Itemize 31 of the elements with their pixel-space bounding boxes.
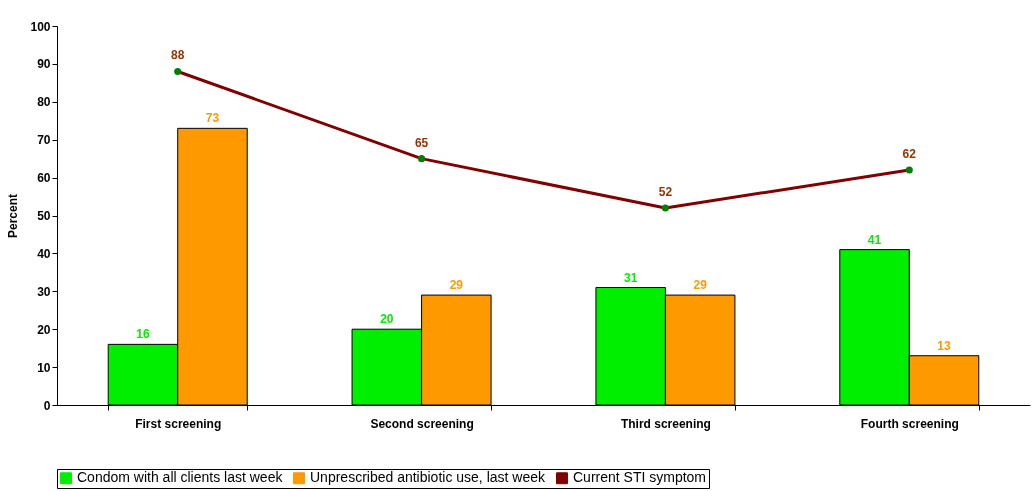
y-tick-label: 80 [37, 95, 51, 110]
y-axis-title: Percent [6, 193, 21, 239]
data-label: 41 [867, 232, 882, 247]
data-label: 29 [693, 278, 708, 293]
legend-label: Current STI symptom [573, 469, 707, 486]
y-tick-label: 90 [37, 57, 51, 72]
data-label: 31 [624, 270, 638, 285]
x-tick-label: Fourth screening [860, 416, 959, 431]
x-tick-label: Third screening [620, 416, 711, 431]
x-tick-label: Second screening [370, 416, 474, 431]
y-tick-label: 40 [37, 246, 51, 261]
data-label: 62 [902, 147, 917, 162]
data-label: 20 [380, 312, 394, 327]
y-tick-label: 20 [37, 322, 51, 337]
y-tick-label: 50 [37, 209, 51, 223]
y-tick-label: 0 [43, 398, 51, 413]
data-label: 73 [205, 111, 220, 126]
data-label: 29 [449, 278, 464, 293]
y-tick-label: 30 [37, 284, 51, 299]
legend-label: Condom with all clients last week [77, 469, 284, 486]
y-tick-label: 70 [37, 133, 51, 148]
data-label: 13 [937, 338, 952, 353]
y-tick-label: 100 [30, 19, 51, 34]
data-label: 88 [171, 48, 185, 63]
legend-label: Unprescribed antibiotic use, last week [310, 469, 547, 486]
y-tick-label: 10 [37, 360, 51, 375]
y-tick-label: 60 [37, 171, 51, 186]
data-label: 52 [658, 184, 673, 199]
data-label: 16 [136, 327, 150, 342]
data-label: 65 [414, 135, 429, 150]
x-tick-label: First screening [135, 416, 222, 431]
